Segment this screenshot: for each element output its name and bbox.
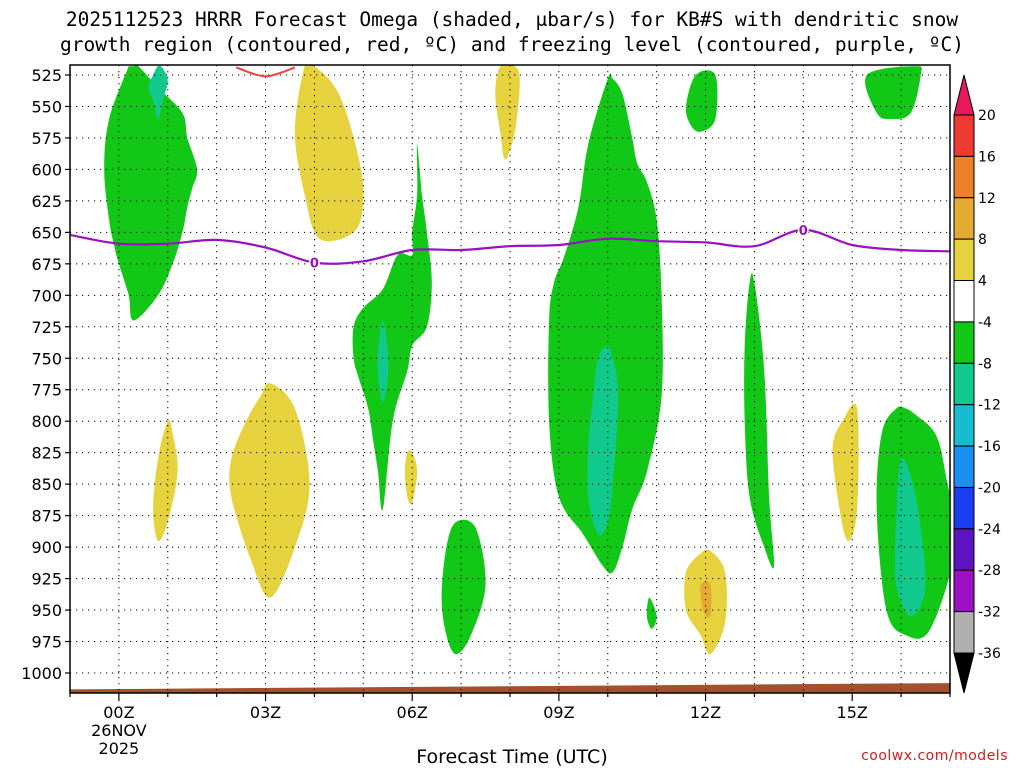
colorbar-label-12: 12 (978, 191, 996, 207)
omega-region-8 (744, 273, 775, 569)
colorbar-segment-8 (953, 445, 975, 488)
x-tick-label-00Z: 00Z (103, 703, 134, 722)
y-tick-label-850: 850 (31, 475, 62, 494)
colorbar-label--28: -28 (978, 563, 1001, 579)
y-tick-label-950: 950 (31, 601, 62, 620)
colorbar-segment-4 (953, 280, 975, 323)
colorbar-label--8: -8 (978, 356, 992, 372)
y-tick-label-700: 700 (31, 286, 62, 305)
x-tick-label-09Z: 09Z (543, 703, 574, 722)
y-tick-label-875: 875 (31, 507, 62, 526)
colorbar-bottom-arrow (953, 652, 975, 694)
x-tick-sublabel: 2025 (99, 739, 140, 758)
colorbar-label--16: -16 (978, 439, 1001, 455)
omega-region-0 (104, 65, 198, 321)
omega-region-2 (352, 144, 432, 511)
omega-region-15 (229, 383, 310, 598)
colorbar-segment-2 (953, 197, 975, 240)
x-tick-label-12Z: 12Z (690, 703, 721, 722)
omega-region-14 (495, 65, 520, 160)
colorbar-label--24: -24 (978, 522, 1001, 538)
omega-region-17 (404, 450, 418, 505)
y-tick-label-800: 800 (31, 412, 62, 431)
colorbar-label-16: 16 (978, 149, 996, 165)
colorbar-segment-1 (953, 155, 975, 199)
omega-region-6 (441, 519, 486, 655)
colorbar-label-4: 4 (978, 274, 987, 290)
omega-region-11 (894, 458, 926, 617)
colorbar-top-arrow (953, 74, 975, 116)
colorbar-segment-5 (953, 321, 975, 364)
chart-title-line-1: 2025112523 HRRR Forecast Omega (shaded, … (65, 8, 959, 31)
omega-region-13 (294, 65, 364, 242)
y-tick-label-675: 675 (31, 255, 62, 274)
omega-region-4 (548, 73, 663, 574)
y-tick-label-625: 625 (31, 192, 62, 211)
y-tick-label-975: 975 (31, 633, 62, 652)
surface-terrain-band (70, 683, 950, 693)
colorbar-segment-6 (953, 362, 975, 406)
omega-region-5 (587, 345, 619, 536)
freezing-level-label: 0 (799, 224, 808, 239)
y-tick-label-550: 550 (31, 97, 62, 116)
credit-link[interactable]: coolwx.com/models (861, 748, 1008, 764)
contour-layer: 00 (70, 66, 950, 273)
y-axis: 525 550 575 600 625 650 675 700 725 750 775 800 825 8… (21, 66, 70, 683)
colorbar-segment-9 (953, 486, 975, 530)
colorbar-label-8: 8 (978, 232, 987, 248)
colorbar-label--32: -32 (978, 605, 1001, 621)
colorbar-segment-11 (953, 569, 975, 613)
omega-region-12 (646, 597, 657, 629)
x-axis-label: Forecast Time (UTC) (416, 746, 608, 768)
colorbar-label--36: -36 (978, 646, 1001, 662)
y-tick-label-900: 900 (31, 538, 62, 557)
omega-region-7 (685, 70, 718, 132)
y-tick-label-750: 750 (31, 349, 62, 368)
x-tick-label-03Z: 03Z (250, 703, 281, 722)
y-tick-label-925: 925 (31, 570, 62, 589)
y-tick-label-525: 525 (31, 66, 62, 85)
y-tick-label-650: 650 (31, 223, 62, 242)
y-tick-label-600: 600 (31, 160, 62, 179)
colorbar-segment-10 (953, 528, 975, 571)
omega-region-1 (148, 65, 168, 120)
colorbar-label--12: -12 (978, 398, 1001, 414)
freezing-level-line (70, 228, 950, 265)
x-tick-label-15Z: 15Z (837, 703, 868, 722)
colorbar-segment-0 (953, 114, 975, 157)
omega-region-16 (153, 420, 178, 542)
y-tick-label-775: 775 (31, 381, 62, 400)
omega-region-9 (865, 66, 922, 120)
colorbar-segment-7 (953, 404, 975, 447)
y-tick-label-825: 825 (31, 444, 62, 463)
omega-region-3 (377, 320, 389, 403)
colorbar-segment-3 (953, 238, 975, 282)
x-tick-sublabel: 26NOV (91, 721, 147, 740)
surface-layer (70, 683, 950, 693)
plot-background (70, 65, 950, 693)
colorbar-segment-12 (953, 611, 975, 654)
y-tick-label-1000: 1000 (21, 664, 62, 683)
chart-title-line-2: growth region (contoured, red, ºC) and f… (60, 33, 964, 56)
colorbar-label--4: -4 (978, 315, 992, 331)
y-tick-label-575: 575 (31, 129, 62, 148)
omega-shading-layer (104, 65, 950, 655)
colorbar: 20 16 12 8 4 -4 -8 -12 -16 -20 -24 -28 -32 -36 (953, 74, 1001, 694)
dgz-contour-line (235, 66, 296, 78)
colorbar-label-20: 20 (978, 108, 996, 124)
colorbar-label--20: -20 (978, 480, 1001, 496)
x-tick-label-06Z: 06Z (397, 703, 428, 722)
freezing-level-label: 0 (310, 257, 319, 272)
y-tick-label-725: 725 (31, 318, 62, 337)
